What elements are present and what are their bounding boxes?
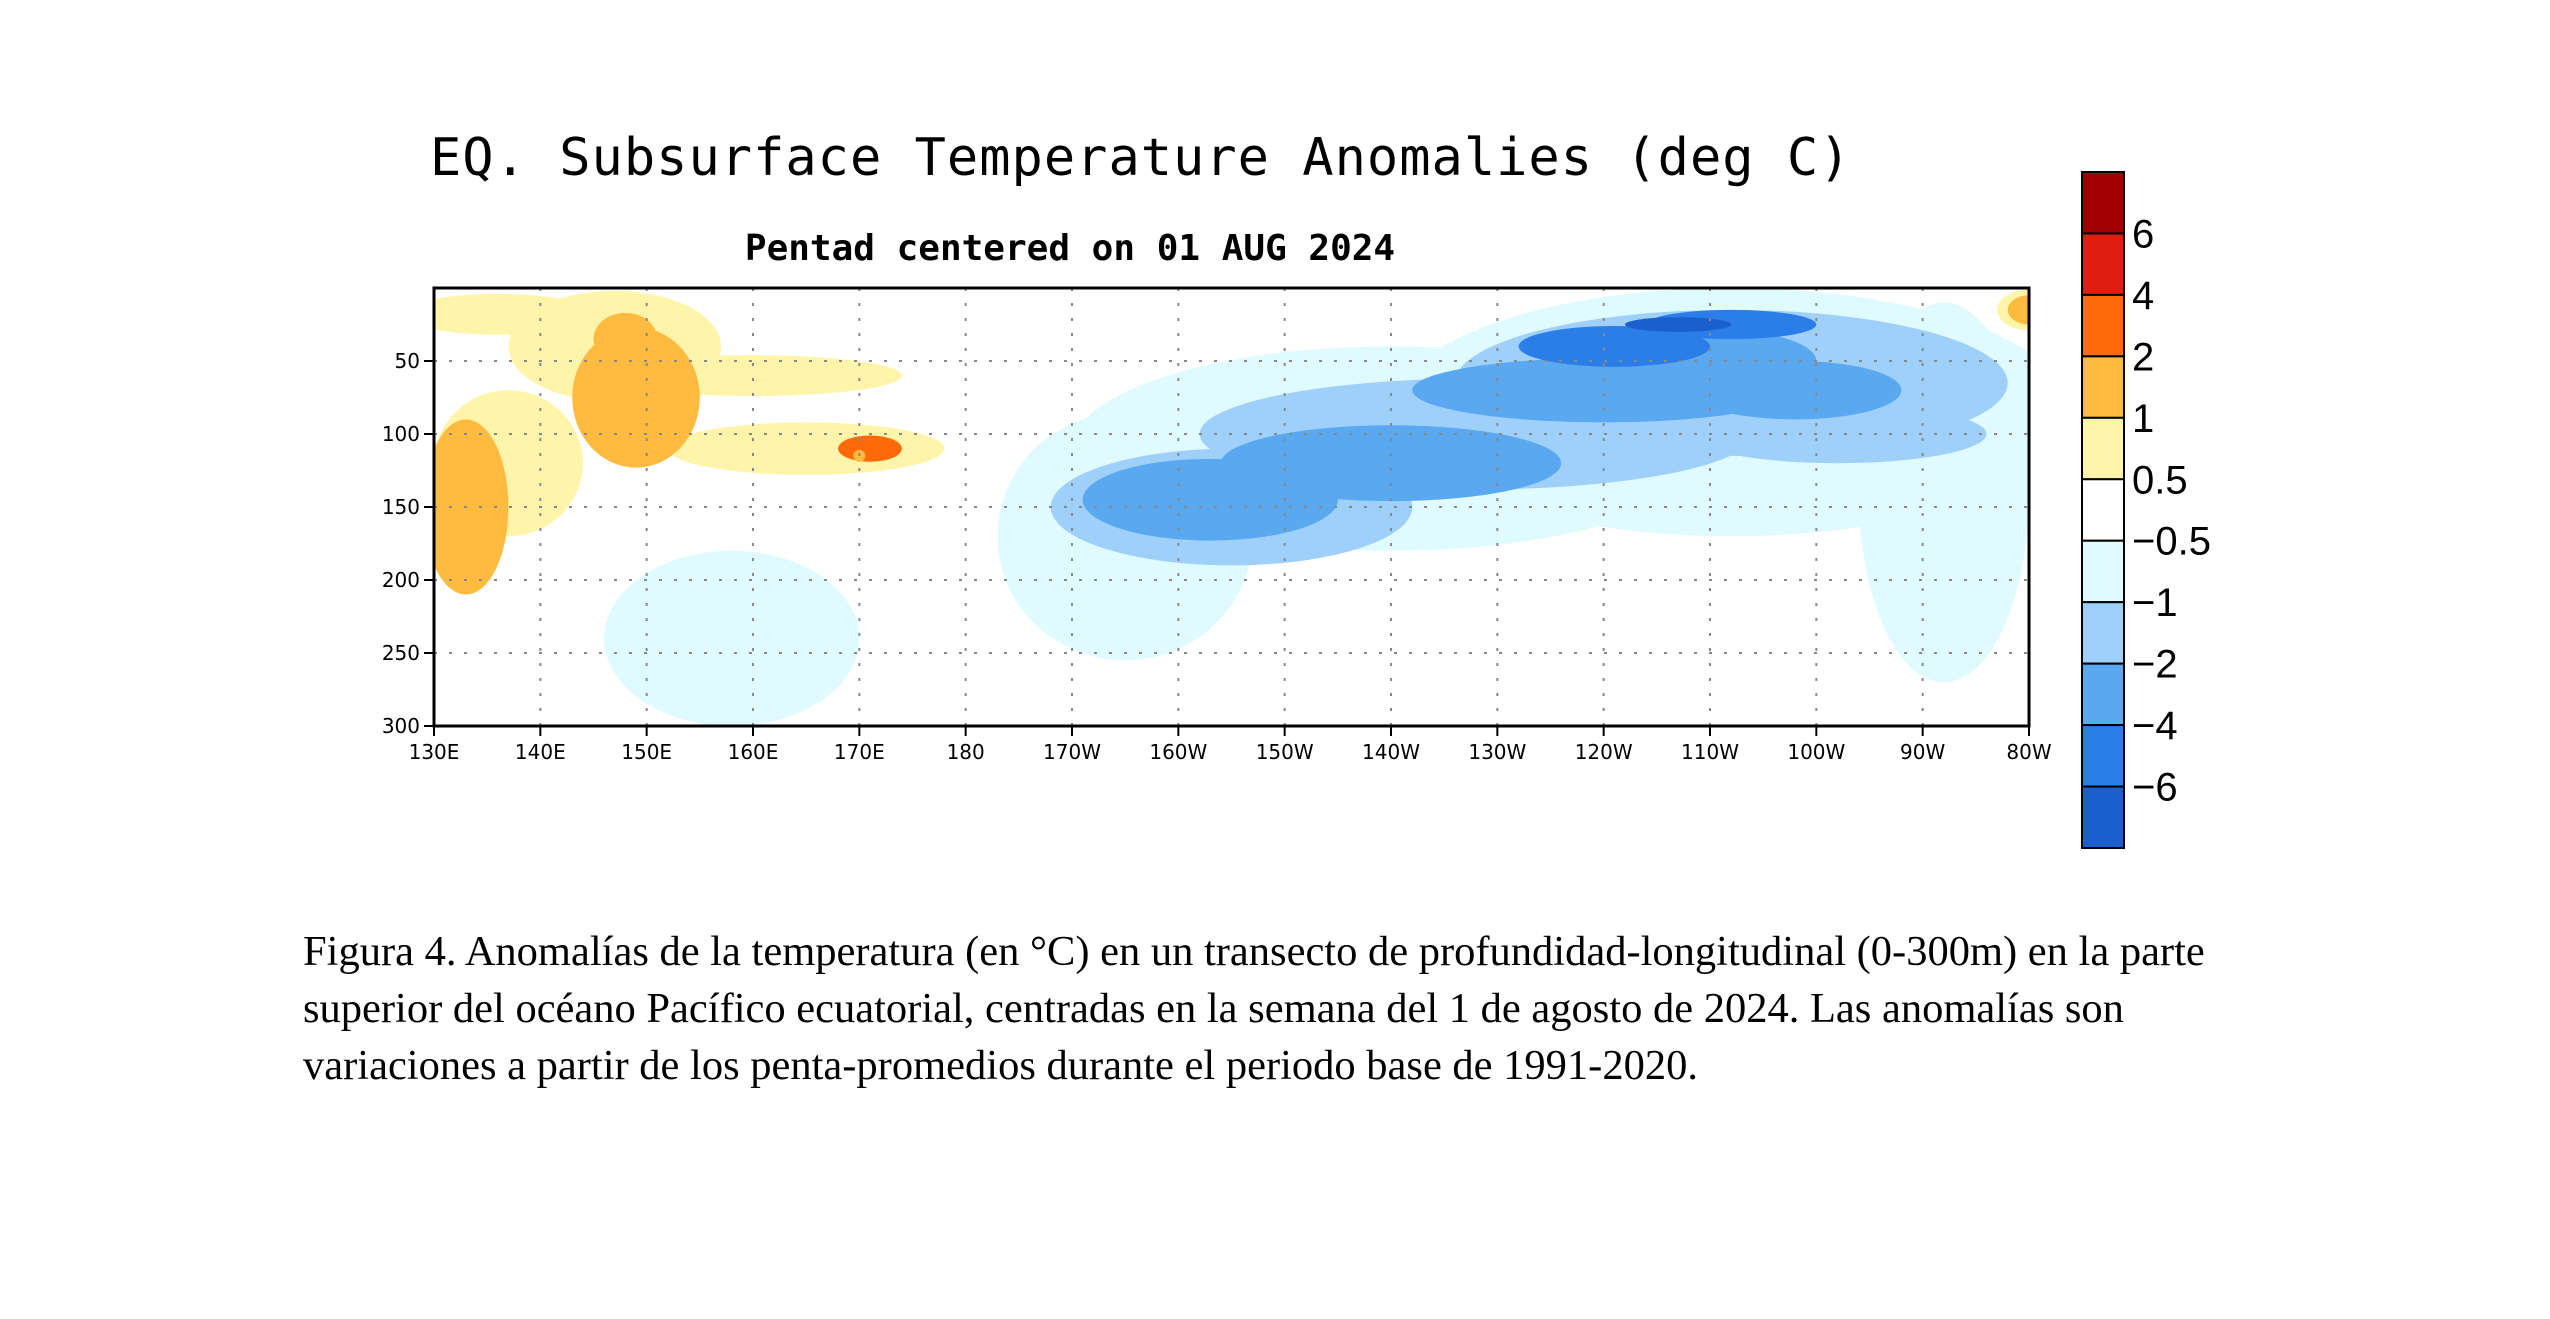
warm-anomaly-patch <box>2007 295 2029 325</box>
colorbar-swatch <box>2081 785 2125 850</box>
colorbar-swatch <box>2081 232 2125 296</box>
warm-anomaly-patch <box>667 422 945 475</box>
colorbar-swatch <box>2081 601 2125 665</box>
colorbar-swatch <box>2081 355 2125 419</box>
x-tick-label: 140W <box>1362 740 1420 764</box>
colorbar-label: −1 <box>2132 581 2178 625</box>
colorbar-swatch <box>2081 478 2125 542</box>
cold-anomaly-core <box>1204 493 1217 506</box>
y-tick-label: 150 <box>382 495 420 519</box>
cold-anomaly-patch <box>1624 317 1732 332</box>
cold-anomaly-core <box>1682 318 1695 331</box>
cold-anomaly-patch <box>1688 361 1902 420</box>
y-tick-label: 300 <box>382 714 420 738</box>
x-tick-label: 110W <box>1681 740 1739 764</box>
x-tick-label: 140E <box>515 740 566 764</box>
chart-subtitle: Pentad centered on 01 AUG 2024 <box>744 228 1396 269</box>
cold-anomaly-patch <box>1688 404 1987 464</box>
colorbar-swatch <box>2081 293 2125 358</box>
warm-anomaly-patch <box>593 312 658 366</box>
warm-anomaly-patch <box>434 419 509 595</box>
x-tick-label: 100W <box>1787 740 1845 764</box>
x-tick-label: 160E <box>728 740 779 764</box>
x-tick-label: 130E <box>409 740 460 764</box>
colorbar-swatch <box>2081 539 2125 604</box>
x-tick-label: 170E <box>834 740 885 764</box>
x-tick-label: 180 <box>947 740 985 764</box>
colorbar-label: −4 <box>2132 704 2178 748</box>
colorbar-swatch <box>2081 416 2125 481</box>
warm-anomaly-core <box>449 515 462 528</box>
colorbar-label: −0.5 <box>2132 520 2211 564</box>
cold-anomaly-patch <box>604 550 860 726</box>
colorbar-label: 4 <box>2132 274 2154 318</box>
y-tick-label: 50 <box>395 349 420 373</box>
colorbar-swatch <box>2081 662 2125 727</box>
y-tick-label: 200 <box>382 568 420 592</box>
cold-anomaly-patch <box>1518 325 1711 367</box>
colorbar-swatch <box>2081 171 2125 235</box>
colorbar-label: 0.5 <box>2132 458 2188 502</box>
y-tick-label: 100 <box>382 422 420 446</box>
colorbar-label: 1 <box>2132 397 2154 441</box>
warm-anomaly-core <box>640 384 653 397</box>
cold-anomaly-core <box>1597 340 1610 353</box>
warm-anomaly-patch <box>572 327 700 468</box>
colorbar-label: −6 <box>2132 766 2178 810</box>
warm-anomaly-patch <box>838 435 902 462</box>
chart-title: EQ. Subsurface Temperature Anomalies (de… <box>430 128 1852 188</box>
x-tick-label: 120W <box>1575 740 1633 764</box>
x-tick-label: 90W <box>1900 740 1945 764</box>
plot-area <box>434 288 2029 726</box>
x-tick-label: 160W <box>1149 740 1207 764</box>
y-tick-label: 250 <box>382 641 420 665</box>
colorbar: 6 4 2 1 0.5 −0.5 −1 −2 −4 −6 <box>2081 171 2211 850</box>
cold-anomaly-patch <box>1646 309 1817 340</box>
colorbar-label: −2 <box>2132 643 2178 687</box>
colorbar-swatch <box>2081 724 2125 788</box>
figure-caption: Figura 4. Anomalías de la temperatura (e… <box>303 928 2205 1089</box>
colorbar-label: 2 <box>2132 335 2154 379</box>
colorbar-label: 6 <box>2132 212 2154 256</box>
x-tick-label: 80W <box>2006 740 2051 764</box>
cold-anomaly-patch <box>1220 425 1562 502</box>
x-tick-label: 150E <box>621 740 672 764</box>
x-tick-label: 130W <box>1468 740 1526 764</box>
x-tick-label: 170W <box>1043 740 1101 764</box>
axis-layer: 130E 140E 150E 160E 170E 180 170W 160W 150W 140W 1… <box>382 349 2052 764</box>
x-tick-label: 150W <box>1256 740 1314 764</box>
grid-layer <box>434 288 2029 726</box>
